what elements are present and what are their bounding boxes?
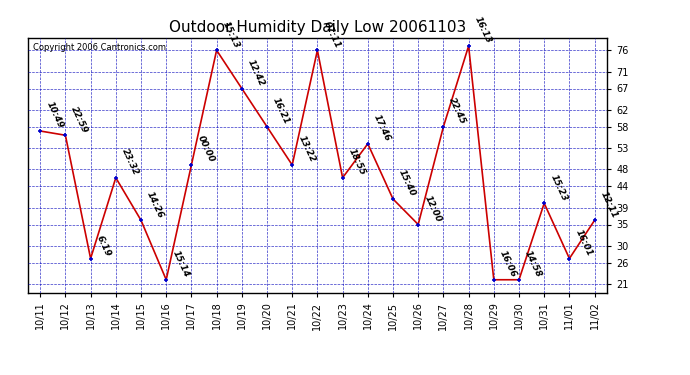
Text: 15:14: 15:14	[170, 249, 190, 279]
Text: 22:59: 22:59	[70, 105, 90, 135]
Point	[186, 162, 197, 168]
Text: 13:22: 13:22	[297, 135, 317, 164]
Text: 00:00: 00:00	[195, 135, 216, 164]
Text: 10:49: 10:49	[44, 100, 65, 130]
Text: 22:45: 22:45	[448, 96, 468, 126]
Point	[438, 124, 449, 130]
Point	[413, 222, 424, 228]
Text: 16:06: 16:06	[498, 249, 518, 279]
Text: 17:46: 17:46	[372, 113, 392, 143]
Point	[388, 196, 399, 202]
Point	[262, 124, 273, 130]
Point	[236, 86, 247, 92]
Text: 15:13: 15:13	[221, 20, 241, 50]
Point	[539, 200, 550, 206]
Text: 15:40: 15:40	[397, 168, 417, 198]
Point	[110, 175, 121, 181]
Text: 16:21: 16:21	[271, 96, 291, 126]
Point	[513, 277, 524, 283]
Title: Outdoor Humidity Daily Low 20061103: Outdoor Humidity Daily Low 20061103	[169, 20, 466, 35]
Text: 16:01: 16:01	[573, 228, 594, 258]
Text: 6:19: 6:19	[95, 234, 112, 258]
Text: Copyright 2006 Cantronics.com: Copyright 2006 Cantronics.com	[33, 43, 166, 52]
Text: 12:11: 12:11	[599, 190, 619, 219]
Text: 12:00: 12:00	[422, 194, 442, 224]
Point	[489, 277, 500, 283]
Text: 18:55: 18:55	[347, 147, 367, 177]
Text: 14:58: 14:58	[523, 249, 544, 279]
Point	[286, 162, 297, 168]
Point	[337, 175, 348, 181]
Text: 23:32: 23:32	[120, 147, 140, 177]
Point	[60, 132, 71, 138]
Point	[312, 47, 323, 53]
Point	[362, 141, 373, 147]
Text: 15:23: 15:23	[549, 173, 569, 202]
Point	[34, 128, 46, 134]
Point	[211, 47, 222, 53]
Point	[463, 43, 474, 49]
Point	[161, 277, 172, 283]
Text: 14:26: 14:26	[145, 190, 166, 219]
Point	[589, 217, 600, 223]
Point	[85, 255, 96, 261]
Point	[135, 217, 146, 223]
Text: 16:13: 16:13	[473, 15, 493, 45]
Point	[564, 255, 575, 261]
Text: 12:42: 12:42	[246, 58, 266, 88]
Text: 07:11: 07:11	[322, 20, 342, 50]
